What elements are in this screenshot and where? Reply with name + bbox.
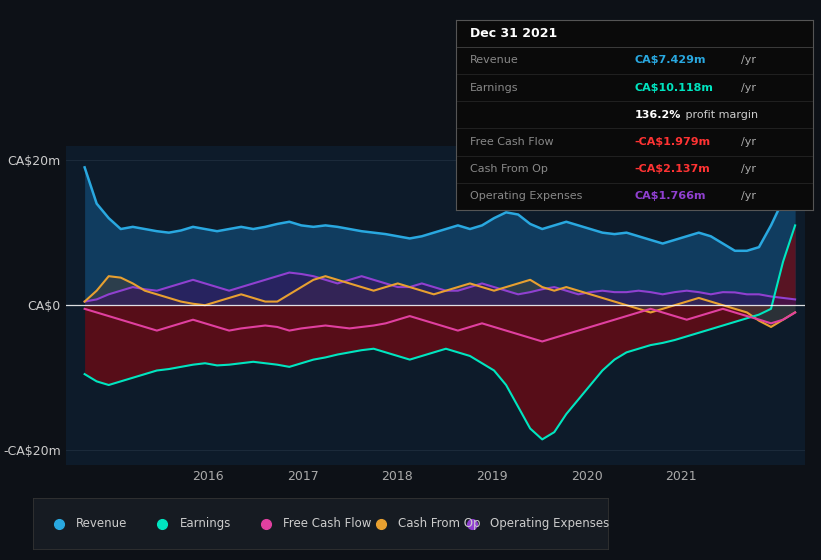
Text: Revenue: Revenue — [470, 55, 519, 66]
Text: profit margin: profit margin — [682, 110, 759, 120]
Text: CA$7.429m: CA$7.429m — [635, 55, 706, 66]
Text: Free Cash Flow: Free Cash Flow — [470, 137, 553, 147]
Text: Cash From Op: Cash From Op — [470, 164, 548, 174]
Text: CA$10.118m: CA$10.118m — [635, 82, 713, 92]
Text: /yr: /yr — [741, 82, 756, 92]
Text: /yr: /yr — [741, 192, 756, 202]
Text: Free Cash Flow: Free Cash Flow — [282, 517, 371, 530]
Text: Cash From Op: Cash From Op — [397, 517, 480, 530]
Text: Earnings: Earnings — [180, 517, 231, 530]
Text: /yr: /yr — [741, 137, 756, 147]
Text: -CA$1.979m: -CA$1.979m — [635, 137, 710, 147]
Text: CA$1.766m: CA$1.766m — [635, 192, 706, 202]
Text: Dec 31 2021: Dec 31 2021 — [470, 27, 557, 40]
Text: -CA$2.137m: -CA$2.137m — [635, 164, 710, 174]
Text: Earnings: Earnings — [470, 82, 518, 92]
Text: 136.2%: 136.2% — [635, 110, 681, 120]
Text: Operating Expenses: Operating Expenses — [470, 192, 582, 202]
Text: /yr: /yr — [741, 164, 756, 174]
Text: Revenue: Revenue — [76, 517, 127, 530]
Text: Operating Expenses: Operating Expenses — [490, 517, 609, 530]
Text: /yr: /yr — [741, 55, 756, 66]
